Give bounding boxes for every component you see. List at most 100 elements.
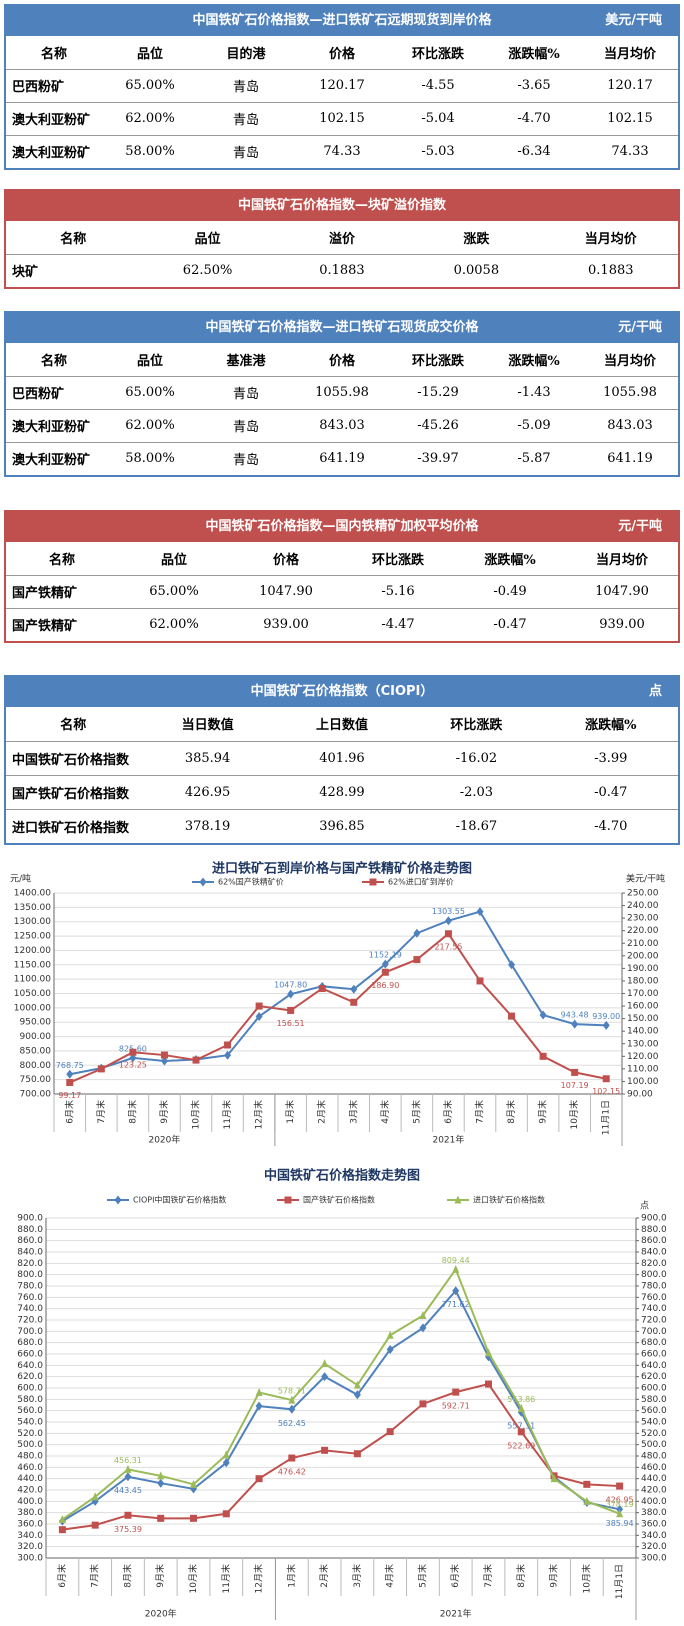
y2-tick-label: 170.00 — [627, 989, 659, 999]
x-tick-label: 8月末 — [126, 1100, 138, 1124]
y2-tick-label: 780.0 — [641, 1282, 667, 1292]
table-panel: 中国铁矿石价格指数—国内铁精矿加权平均价格 元/干吨 名称 品位 价格 环比涨跌 涨跌幅% 当… — [4, 510, 680, 643]
y-tick-label: 420.0 — [17, 1486, 43, 1496]
point — [452, 1286, 460, 1296]
header-cell: 溢价 — [274, 221, 410, 255]
point — [485, 1380, 492, 1388]
data-label: 563.86 — [507, 1395, 535, 1404]
table-title-bar: 中国铁矿石价格指数—块矿溢价指数 — [6, 191, 678, 221]
x-tick-label: 12月末 — [253, 1564, 265, 1593]
header-cell: 涨跌幅% — [454, 542, 566, 576]
x-tick-label: 5月末 — [416, 1564, 428, 1588]
y-tick-label: 620.0 — [17, 1372, 43, 1382]
y2-tick-label: 540.0 — [641, 1418, 667, 1428]
data-row: 国产铁精矿 65.00% 1047.90 -5.16 -0.49 1047.90 — [6, 575, 678, 609]
point — [255, 1475, 263, 1483]
legend-label: CIOPI中国铁矿石价格指数 — [133, 1195, 226, 1205]
cell: -5.03 — [421, 144, 455, 160]
y-tick-label: 580.0 — [17, 1395, 43, 1405]
table-unit: 点 — [648, 684, 662, 699]
data-label: 476.42 — [278, 1468, 306, 1477]
cell: 641.19 — [319, 451, 365, 467]
x-group-label: 2020年 — [145, 1608, 177, 1620]
header-cell: 环比涨跌 — [409, 707, 544, 742]
header-cell: 价格 — [230, 542, 342, 576]
x-tick-label: 7月末 — [89, 1564, 101, 1588]
data-label: 217.55 — [434, 942, 462, 951]
header-cell: 涨跌 — [409, 221, 544, 255]
header-cell: 名称 — [6, 221, 141, 255]
y2-tick-label: 360.0 — [641, 1520, 667, 1530]
data-label: 378.19 — [606, 1500, 634, 1509]
y2-tick-label: 160.00 — [627, 1002, 659, 1012]
cell: 120.17 — [582, 69, 678, 103]
cell: 102.15 — [582, 102, 678, 136]
point — [381, 968, 389, 976]
point — [288, 1454, 296, 1462]
data-label: 809.44 — [442, 1256, 470, 1265]
x-group-label: 2021年 — [432, 1134, 464, 1146]
point — [413, 956, 421, 964]
y-tick-label: 1150.00 — [14, 960, 51, 970]
point — [583, 1480, 591, 1488]
table-unit: 美元/干吨 — [605, 13, 662, 28]
y-tick-label: 540.0 — [17, 1418, 43, 1428]
data-label: 375.39 — [114, 1525, 142, 1534]
point — [419, 1310, 427, 1319]
cell: -16.02 — [409, 741, 544, 776]
y-tick-label: 850.00 — [20, 1046, 52, 1056]
x-tick-label: 1月末 — [285, 1564, 297, 1588]
point — [353, 1390, 361, 1400]
x-tick-label: 4月末 — [379, 1100, 391, 1124]
cell: 国产铁精矿 — [6, 575, 118, 609]
series-line — [69, 910, 607, 1076]
point — [58, 1526, 66, 1534]
point — [224, 1041, 232, 1049]
cell: 国产铁矿石价格指数 — [6, 775, 141, 810]
data-row: 巴西粉矿 65.00% 青岛 1055.98 -15.29 -1.43 1055.98 — [6, 376, 678, 410]
point — [444, 916, 452, 926]
point — [616, 1482, 624, 1490]
cell: 澳大利亚粉矿 — [6, 102, 102, 136]
point — [386, 1330, 394, 1339]
y2-tick-label: 820.0 — [641, 1259, 667, 1269]
point — [517, 1428, 525, 1436]
cell: 939.00 — [599, 617, 645, 633]
y2-tick-label: 880.0 — [641, 1225, 667, 1235]
data-row: 国产铁精矿 62.00% 939.00 -4.47 -0.47 939.00 — [6, 608, 678, 641]
cell: -1.43 — [486, 376, 582, 410]
y2-tick-label: 130.00 — [627, 1039, 659, 1049]
cell: -18.67 — [455, 818, 498, 834]
point — [287, 989, 295, 999]
y2-tick-label: 660.0 — [641, 1350, 667, 1360]
data-label: 1047.80 — [274, 981, 307, 990]
y2-tick-label: 760.0 — [641, 1293, 667, 1303]
table-unit: 元/干吨 — [618, 519, 662, 534]
header-cell: 名称 — [6, 707, 141, 742]
cell: -3.99 — [543, 741, 678, 776]
y2-tick-label: 420.0 — [641, 1486, 667, 1496]
cell: -4.55 — [390, 69, 486, 103]
y2-tick-label: 120.00 — [627, 1052, 659, 1062]
cell: -3.65 — [486, 69, 582, 103]
point — [192, 1056, 200, 1064]
cell: -45.26 — [390, 409, 486, 443]
y-tick-label: 720.0 — [17, 1316, 43, 1326]
y2-tick-label: 100.00 — [627, 1077, 659, 1087]
data-label: 578.71 — [278, 1387, 306, 1396]
table: 名称 品位 价格 环比涨跌 涨跌幅% 当月均价 国产铁精矿 65.00% 1047.90 -5.1… — [6, 542, 678, 641]
data-label: 768.75 — [56, 1061, 84, 1070]
x-tick-label: 9月末 — [548, 1564, 560, 1588]
y-axis-label: 元/吨 — [10, 873, 31, 885]
cell: 青岛 — [198, 102, 294, 136]
y-tick-label: 1050.00 — [14, 989, 51, 999]
y-tick-label: 1250.00 — [14, 932, 51, 942]
x-tick-label: 11月1日 — [614, 1564, 625, 1599]
table-title-bar: 中国铁矿石价格指数—国内铁精矿加权平均价格 元/干吨 — [6, 512, 678, 542]
point — [129, 1053, 137, 1063]
data-row: 中国铁矿石价格指数 385.94 401.96 -16.02 -3.99 — [6, 741, 678, 776]
cell: 378.19 — [184, 818, 231, 834]
x-tick-label: 7月末 — [95, 1100, 107, 1124]
cell: 进口铁矿石价格指数 — [12, 820, 130, 836]
legend-marker — [199, 877, 207, 887]
